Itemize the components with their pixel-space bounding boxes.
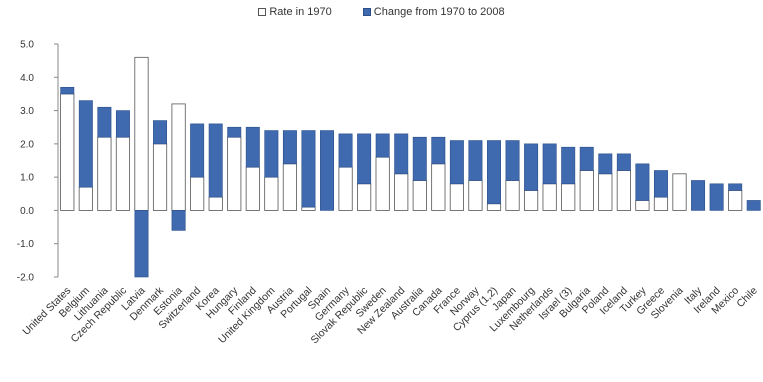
bar-rate-1970 [245,166,260,211]
bar-change-1970-2008 [449,140,464,185]
y-tick-label: 4.0 [20,73,34,84]
y-tick-label: -1.0 [17,239,35,250]
y-tick-label: -2.0 [17,273,35,284]
bar-change-1970-2008 [579,146,594,171]
bar-change-1970-2008 [542,143,557,185]
bar-rate-1970 [672,173,687,211]
bar-change-1970-2008 [524,143,539,191]
y-tick-label: 2.0 [20,139,34,150]
bar-change-1970-2008 [338,133,353,168]
bar-rate-1970 [152,143,168,211]
bar-rate-1970 [301,206,316,211]
bar-change-1970-2008 [245,126,260,168]
bar-rate-1970 [653,196,669,211]
bar-change-1970-2008 [505,140,520,181]
bar-rate-1970 [190,176,205,211]
bar-change-1970-2008 [375,133,390,158]
bar-rate-1970 [635,200,650,211]
bar-rate-1970 [60,93,75,211]
bar-change-1970-2008 [468,140,483,181]
bar-change-1970-2008 [709,183,724,211]
bar-rate-1970 [357,183,372,211]
bar-rate-1970 [227,136,242,211]
bar-change-1970-2008 [561,146,576,185]
bar-rate-1970 [115,136,131,211]
bar-change-1970-2008 [746,200,761,211]
bar-change-1970-2008 [153,120,168,145]
bar-rate-1970 [97,136,112,211]
bar-change-1970-2008 [598,153,613,175]
bar-change-1970-2008 [264,130,279,178]
bar-change-1970-2008 [115,110,130,138]
legend-item-rate: Rate in 1970 [258,6,332,18]
bar-rate-1970 [468,180,483,211]
bar-rate-1970 [486,203,502,211]
bar-rate-1970 [264,176,279,211]
legend-item-change: Change from 1970 to 2008 [362,6,505,18]
bar-change-1970-2008 [394,133,409,175]
bar-rate-1970 [282,163,297,211]
bar-rate-1970 [134,56,149,211]
bar-change-1970-2008 [616,153,631,171]
bar-change-1970-2008 [357,133,372,185]
bar-change-1970-2008 [653,170,668,198]
bar-change-1970-2008 [60,86,75,95]
bar-rate-1970 [412,180,427,211]
bar-change-1970-2008 [728,183,743,191]
bar-change-1970-2008 [301,130,316,208]
bar-change-1970-2008 [487,140,501,205]
bar-rate-1970 [598,173,613,211]
y-tick-label: 5.0 [20,40,34,51]
bar-rate-1970 [579,170,594,211]
bar-change-1970-2008 [190,123,205,178]
bar-change-1970-2008 [320,130,334,211]
bar-rate-1970 [616,170,631,211]
bar-change-1970-2008 [208,123,223,198]
bar-change-1970-2008 [431,136,446,165]
legend-swatch-change [362,8,371,16]
y-tick-label: 1.0 [20,173,34,184]
bar-rate-1970 [375,156,390,211]
bar-change-1970-2008 [78,100,93,188]
y-tick-label: 3.0 [20,106,34,117]
bar-change-1970-2008 [97,106,112,138]
bar-rate-1970 [449,183,464,211]
bar-rate-1970 [524,190,539,211]
bar-rate-1970 [171,103,186,211]
bar-rate-1970 [728,190,743,211]
bar-change-1970-2008 [171,210,186,231]
bar-rate-1970 [78,186,93,211]
bar-rate-1970 [561,183,576,211]
bar-change-1970-2008 [412,136,427,181]
bar-change-1970-2008 [227,126,242,138]
chart-legend: Rate in 1970 Change from 1970 to 2008 [0,6,763,19]
legend-swatch-rate [258,8,267,16]
bar-rate-1970 [431,163,446,211]
legend-label-rate: Rate in 1970 [269,6,332,18]
bar-change-1970-2008 [134,210,149,278]
bar-rate-1970 [394,173,409,211]
bar-change-1970-2008 [691,180,706,211]
bar-change-1970-2008 [282,130,297,165]
legend-label-change: Change from 1970 to 2008 [373,6,505,18]
bar-rate-1970 [338,166,353,211]
category-label: Chile [734,285,760,311]
bar-change-1970-2008 [635,163,650,201]
bar-rate-1970 [505,180,520,211]
y-tick-label: 0.0 [20,206,34,217]
bar-rate-1970 [208,196,223,211]
bar-rate-1970 [542,183,557,211]
